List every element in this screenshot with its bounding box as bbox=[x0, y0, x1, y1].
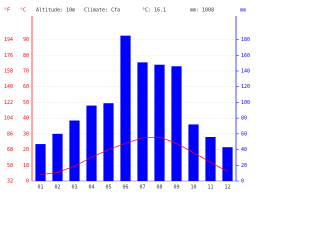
precipitation-bar bbox=[222, 147, 233, 181]
fahrenheit-tick-label: 122 bbox=[4, 100, 13, 106]
chart: °F °C Altitude: 10m Climate: Cfa °C: 16.… bbox=[3, 7, 251, 191]
altitude: Altitude: 10m bbox=[36, 8, 75, 14]
fahrenheit-tick-label: 104 bbox=[4, 116, 13, 122]
y-tick-label: 30 bbox=[23, 131, 29, 137]
x-tick-label: 03 bbox=[71, 185, 77, 191]
y2-tick-label: 20 bbox=[241, 163, 247, 169]
page: {"chart_data":{"type":"climate", "header… bbox=[3, 7, 251, 191]
x-tick-label: 01 bbox=[37, 185, 43, 191]
fahrenheit-tick-label: 50 bbox=[7, 163, 13, 169]
y-tick-label: 50 bbox=[23, 100, 29, 106]
x-tick-label: 06 bbox=[122, 185, 128, 191]
y2-tick-label: 120 bbox=[241, 84, 250, 90]
mean-temperature: °C: 16.1 bbox=[142, 8, 166, 14]
celsius-unit: °C bbox=[20, 8, 26, 14]
y-tick-label: 60 bbox=[23, 84, 29, 90]
precipitation-bar bbox=[154, 64, 165, 181]
precipitation-unit: mm bbox=[240, 8, 246, 14]
precipitation-bar bbox=[52, 133, 63, 181]
precipitation-bar bbox=[137, 62, 148, 181]
precipitation-bar bbox=[103, 103, 114, 181]
y2-tick-label: 140 bbox=[241, 69, 250, 75]
y-tick-label: 70 bbox=[23, 69, 29, 75]
fahrenheit-tick-label: 32 bbox=[7, 179, 13, 185]
x-tick-label: 09 bbox=[173, 185, 179, 191]
x-tick-label: 12 bbox=[224, 185, 230, 191]
y2-tick-label: 80 bbox=[241, 116, 247, 122]
x-tick-label: 05 bbox=[105, 185, 111, 191]
annual-precipitation: mm: 1008 bbox=[190, 8, 214, 14]
y-tick-label: 90 bbox=[23, 37, 29, 43]
x-tick-label: 11 bbox=[207, 185, 213, 191]
x-tick-label: 10 bbox=[190, 185, 196, 191]
fahrenheit-tick-label: 68 bbox=[7, 147, 13, 153]
y2-tick-label: 60 bbox=[241, 131, 247, 137]
fahrenheit-tick-label: 158 bbox=[4, 69, 13, 75]
y2-tick-label: 100 bbox=[241, 100, 250, 106]
y-tick-label: 10 bbox=[23, 163, 29, 169]
y2-tick-label: 180 bbox=[241, 37, 250, 43]
x-tick-label: 07 bbox=[139, 185, 145, 191]
precipitation-bar bbox=[35, 144, 46, 181]
y-tick-label: 80 bbox=[23, 53, 29, 59]
precipitation-bar bbox=[171, 66, 182, 181]
precipitation-bar bbox=[69, 120, 80, 181]
x-tick-label: 08 bbox=[156, 185, 162, 191]
y2-tick-label: 40 bbox=[241, 147, 247, 153]
fahrenheit-tick-label: 86 bbox=[7, 131, 13, 137]
climate: Climate: Cfa bbox=[84, 8, 120, 14]
y2-tick-label: 0 bbox=[241, 179, 244, 185]
y-tick-label: 20 bbox=[23, 147, 29, 153]
fahrenheit-tick-label: 176 bbox=[4, 53, 13, 59]
y-tick-label: 0 bbox=[26, 179, 29, 185]
fahrenheit-unit: °F bbox=[4, 8, 10, 14]
y2-tick-label: 160 bbox=[241, 53, 250, 59]
temperature-line bbox=[40, 136, 228, 176]
x-tick-label: 04 bbox=[88, 185, 94, 191]
y-tick-label: 40 bbox=[23, 116, 29, 122]
fahrenheit-tick-label: 194 bbox=[4, 37, 13, 43]
fahrenheit-tick-label: 140 bbox=[4, 84, 13, 90]
x-tick-label: 02 bbox=[54, 185, 60, 191]
precipitation-bar bbox=[120, 35, 131, 182]
precipitation-bar bbox=[86, 105, 97, 181]
precipitation-bar bbox=[205, 137, 216, 181]
